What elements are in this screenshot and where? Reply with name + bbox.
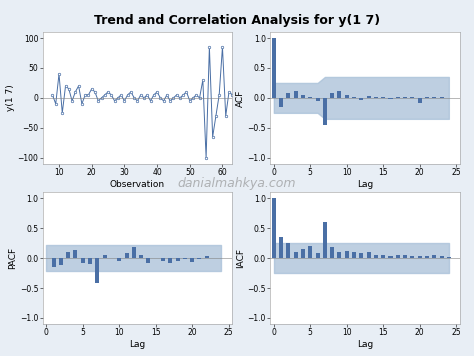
Bar	[294, 91, 298, 98]
Bar	[352, 97, 356, 98]
Y-axis label: ACF: ACF	[236, 89, 245, 106]
Bar	[323, 98, 327, 125]
Text: danialmahkya.com: danialmahkya.com	[178, 177, 296, 190]
Bar	[190, 258, 194, 262]
Bar	[132, 247, 136, 258]
Bar	[323, 222, 327, 258]
Bar	[337, 91, 341, 98]
Bar	[198, 258, 201, 259]
Bar	[161, 258, 165, 261]
Bar	[374, 97, 378, 98]
Bar	[330, 93, 334, 98]
Bar	[381, 97, 385, 98]
Bar	[175, 258, 180, 261]
Bar	[139, 255, 143, 258]
Bar	[294, 252, 298, 258]
Bar	[359, 98, 364, 100]
Bar	[146, 258, 150, 263]
Bar	[439, 256, 444, 258]
Bar	[403, 255, 407, 258]
Bar	[396, 255, 400, 258]
Bar	[447, 257, 451, 258]
Bar	[418, 256, 422, 258]
Bar	[345, 251, 349, 258]
X-axis label: Lag: Lag	[357, 180, 373, 189]
Bar	[425, 97, 429, 98]
Bar	[403, 97, 407, 98]
Bar	[286, 243, 291, 258]
Bar	[316, 98, 319, 101]
Bar	[330, 247, 334, 258]
Bar	[301, 95, 305, 98]
Y-axis label: y(1 7): y(1 7)	[6, 84, 15, 111]
Bar	[117, 258, 121, 261]
Bar	[432, 255, 436, 258]
Bar	[88, 258, 92, 264]
Bar	[52, 258, 55, 267]
Bar	[205, 256, 209, 258]
Bar	[286, 93, 291, 98]
Bar	[183, 258, 187, 259]
Bar	[352, 252, 356, 258]
Bar	[279, 237, 283, 258]
Bar	[279, 98, 283, 107]
Bar	[439, 97, 444, 98]
Bar	[95, 258, 100, 283]
Bar	[308, 246, 312, 258]
Bar	[168, 258, 172, 263]
Text: Trend and Correlation Analysis for y(1 7): Trend and Correlation Analysis for y(1 7…	[94, 14, 380, 27]
Bar	[359, 253, 364, 258]
Bar	[59, 258, 63, 265]
Bar	[308, 97, 312, 98]
Bar	[381, 255, 385, 258]
X-axis label: Observation: Observation	[110, 180, 165, 189]
Bar	[103, 255, 107, 258]
Bar	[316, 253, 319, 258]
Bar	[389, 256, 392, 258]
Bar	[410, 97, 414, 98]
Bar	[374, 255, 378, 258]
Bar	[73, 250, 77, 258]
Bar	[410, 256, 414, 258]
Bar	[66, 252, 70, 258]
Y-axis label: PACF: PACF	[8, 247, 17, 269]
Y-axis label: IACF: IACF	[236, 248, 245, 268]
Bar	[425, 256, 429, 258]
X-axis label: Lag: Lag	[357, 340, 373, 349]
Bar	[396, 97, 400, 98]
Bar	[345, 95, 349, 98]
Bar	[418, 98, 422, 103]
Bar	[301, 249, 305, 258]
Bar	[366, 252, 371, 258]
Bar	[81, 258, 85, 263]
Bar	[272, 38, 276, 98]
Bar	[389, 98, 392, 99]
Bar	[125, 253, 128, 258]
Bar	[337, 252, 341, 258]
Bar	[366, 95, 371, 98]
Bar	[432, 97, 436, 98]
Bar	[272, 198, 276, 258]
X-axis label: Lag: Lag	[129, 340, 146, 349]
